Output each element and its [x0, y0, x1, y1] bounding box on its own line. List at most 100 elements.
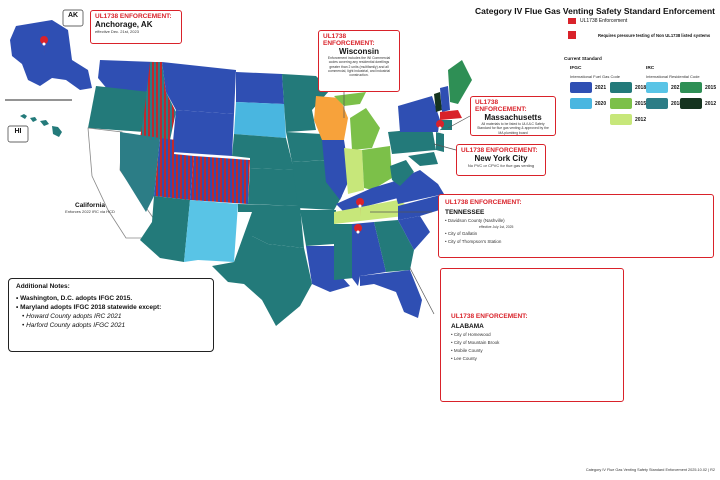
state-pa: [388, 128, 436, 154]
state-az: [140, 196, 190, 262]
callout-al-item-3: • Mobile County: [451, 348, 483, 353]
legend-ifgc-2021: 2021: [595, 85, 607, 91]
state-sc: [398, 216, 430, 250]
legend-irc-2012: 2012: [705, 101, 717, 107]
state-mt: [162, 62, 236, 114]
state-ma: [440, 110, 462, 120]
state-nh: [440, 86, 450, 112]
legend-ifgc-2015-swatch: [610, 98, 632, 109]
callout-alaska-header: UL1738 ENFORCEMENT:: [95, 13, 172, 20]
callout-tn-header: UL1738 ENFORCEMENT:: [445, 199, 522, 206]
state-al: [352, 222, 386, 286]
pin-tennessee: [356, 198, 365, 217]
legend-irc-2018: 2018: [671, 101, 683, 107]
notes-item-3: • Howard County adopts IRC 2021: [22, 313, 122, 320]
state-md: [408, 152, 438, 166]
callout-tn-item-2-text: City of Gallatin: [447, 231, 478, 236]
callout-tn-item-1: • Davidson County (Nashville): [445, 218, 505, 223]
pin-anchorage: [40, 36, 49, 55]
notes-item-4-text: Harford County adopts IFGC 2021: [26, 322, 126, 329]
callout-al-item-4: • Lee County: [451, 356, 477, 361]
callout-al-place: ALABAMA: [451, 323, 484, 330]
california-label: California Enforces 2022 IRC via HCD: [50, 202, 130, 214]
callout-ma-header: UL1738 ENFORCEMENT:: [475, 99, 527, 113]
callout-tn-item-3: • City of Thompson's Station: [445, 239, 502, 244]
state-ny: [398, 96, 440, 132]
pin-massachusetts: [436, 120, 445, 139]
state-wa: [98, 60, 155, 92]
callout-al-header: UL1738 ENFORCEMENT:: [451, 313, 528, 320]
state-in: [344, 148, 364, 194]
callout-ma-note: All materials to be listed to UL/ULC Saf…: [477, 122, 549, 135]
footer: Category IV Flue Gas Venting Safety Stan…: [585, 468, 715, 472]
label-hi: HI: [14, 128, 22, 135]
legend-irc-2012-swatch: [680, 98, 702, 109]
legend-ifgc-2015: 2015: [635, 101, 647, 107]
state-sd: [234, 102, 286, 138]
state-or: [88, 86, 150, 132]
state-nd: [236, 72, 284, 104]
state-wi: [314, 96, 348, 140]
legend-ifgc-2020: 2020: [595, 101, 607, 107]
notes-item-4: • Harford County adopts IFGC 2021: [22, 322, 126, 329]
callout-tn-item-3-text: City of Thompson's Station: [447, 239, 502, 244]
notes-item-1-text: Washington, D.C. adopts IFGC 2015.: [20, 295, 133, 302]
state-mi: [334, 92, 380, 150]
callout-al-item-2: • City of Mountain Brook: [451, 340, 500, 345]
state-hi: [20, 114, 62, 137]
callout-wisconsin-header: UL1738 ENFORCEMENT:: [323, 33, 375, 47]
legend-ifgc-2018: 2018: [635, 85, 647, 91]
state-ar: [300, 210, 336, 246]
state-nv: [120, 132, 160, 212]
legend-irc-header: IRC: [646, 66, 655, 71]
state-wy: [172, 110, 234, 156]
state-ms: [334, 224, 354, 280]
callout-nyc-header: UL1738 ENFORCEMENT:: [461, 147, 538, 154]
legend-pressure-label: Requires pressure testing of Non UL1738 …: [598, 33, 711, 38]
callout-tn-item-1-text: Davidson County (Nashville): [447, 218, 505, 223]
state-ga: [374, 220, 414, 272]
state-ky: [336, 182, 398, 212]
callout-al-item-4-text: Lee County: [453, 356, 477, 361]
callout-alabama: UL1738 ENFORCEMENT: ALABAMA • City of Ho…: [440, 268, 624, 402]
callout-alaska-note: effective Dec. 21st, 2023: [95, 29, 139, 34]
legend-ifgc-2021-swatch: [570, 82, 592, 93]
label-ak: AK: [67, 12, 79, 19]
state-ut: [154, 138, 194, 200]
state-ks: [248, 168, 298, 206]
state-fl: [360, 270, 422, 318]
callout-leaders: [343, 92, 471, 315]
state-id: [140, 62, 176, 140]
legend-ifgc-2018-swatch: [610, 82, 632, 93]
callout-tn-item-2: • City of Gallatin: [445, 231, 478, 236]
callout-wisconsin-note: Enforcement includes the WI Commercial c…: [327, 56, 391, 77]
legend-ul-swatch: [568, 18, 576, 24]
state-il: [322, 140, 350, 200]
california-name: California: [75, 202, 105, 209]
callout-massachusetts: UL1738 ENFORCEMENT: Massachusetts All ma…: [470, 96, 556, 136]
legend-ifgc-sub: International Fuel Gas Code: [570, 74, 621, 79]
state-nm: [184, 200, 238, 262]
state-nj: [436, 132, 444, 152]
callout-nyc-note: No PVC or CPVC for flue gas venting: [467, 163, 535, 168]
legend-ifgc-header: IFGC: [570, 66, 582, 71]
legend-ul-label: UL1738 Enforcement: [580, 18, 628, 24]
legend-ifgc-2020-swatch: [570, 98, 592, 109]
callout-nyc-place: New York City: [474, 154, 528, 163]
callout-nyc: UL1738 ENFORCEMENT: New York City No PVC…: [456, 144, 546, 176]
state-ok: [238, 204, 304, 248]
alaska-inset: [5, 20, 92, 101]
additional-notes: Additional Notes: • Washington, D.C. ado…: [8, 278, 214, 352]
legend-pressure-swatch: [568, 31, 576, 39]
california-note: Enforces 2022 IRC via HCD: [65, 209, 115, 214]
state-la: [306, 246, 350, 292]
legend-irc-2021-swatch: [646, 82, 668, 93]
notes-item-2-text: Maryland adopts IFGC 2018 statewide exce…: [20, 304, 162, 311]
callout-alaska-place: Anchorage, AK: [95, 20, 153, 29]
pin-alabama: [354, 224, 363, 243]
notes-item-3-text: Howard County adopts IRC 2021: [26, 313, 122, 320]
state-me: [448, 60, 472, 104]
callout-tn-place: TENNESSEE: [445, 209, 485, 216]
state-ne: [232, 134, 294, 170]
